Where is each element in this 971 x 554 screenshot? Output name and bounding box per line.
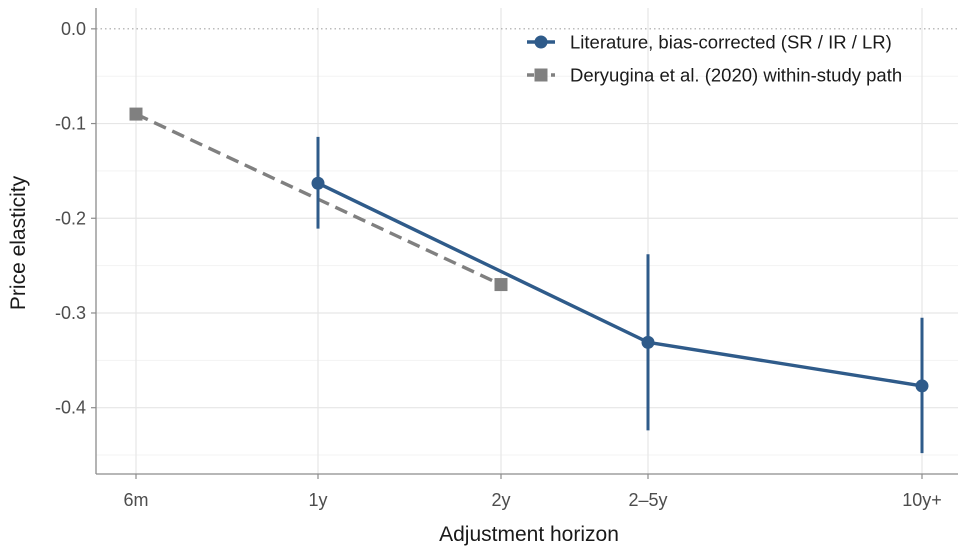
series-line: [317, 181, 923, 388]
legend-marker-circle: [534, 35, 548, 49]
data-point-square: [129, 107, 143, 121]
data-point-circle: [311, 176, 325, 190]
data-point-square: [494, 278, 508, 292]
x-axis-title: Adjustment horizon: [439, 523, 619, 546]
tick-labels: 0.0 -0.1 -0.2 -0.3 -0.4 6m 1y 2y 2–5y 10y+: [55, 19, 942, 510]
data-point-circle: [641, 335, 655, 349]
data-point-circle: [915, 379, 929, 393]
legend-label: Deryugina et al. (2020) within-study pat…: [570, 65, 902, 86]
y-tick-label: -0.1: [55, 114, 86, 134]
x-tick-label: 2–5y: [628, 490, 667, 510]
x-tick-label: 1y: [308, 490, 327, 510]
x-tick-label: 10y+: [902, 490, 942, 510]
y-tick-label: -0.4: [55, 398, 86, 418]
y-tick-label: -0.2: [55, 208, 86, 228]
legend-label: Literature, bias-corrected (SR / IR / LR…: [570, 32, 892, 53]
minor-gridlines: [96, 75, 958, 456]
x-tick-label: 2y: [491, 490, 510, 510]
y-axis-title: Price elasticity: [7, 175, 30, 310]
x-tick-label: 6m: [123, 490, 148, 510]
y-tick-label: 0.0: [61, 19, 86, 39]
axes: [91, 8, 958, 479]
y-tick-label: -0.3: [55, 303, 86, 323]
axis-titles: Adjustment horizon Price elasticity: [7, 175, 619, 546]
legend-marker-square: [534, 68, 548, 82]
legend: Literature, bias-corrected (SR / IR / LR…: [527, 32, 902, 86]
series-layer: [129, 107, 929, 454]
